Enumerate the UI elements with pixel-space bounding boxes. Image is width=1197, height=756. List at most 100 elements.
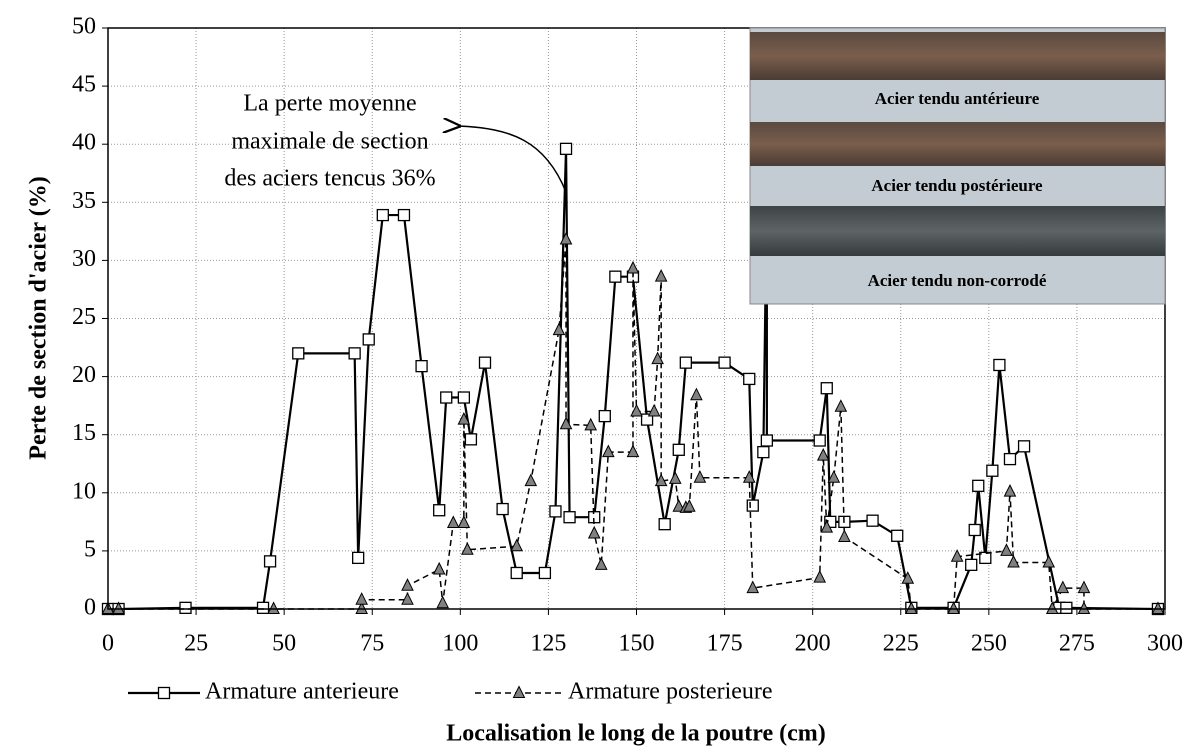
marker (415, 359, 428, 373)
marker (901, 571, 915, 584)
marker (559, 142, 573, 155)
marker (594, 557, 608, 570)
marker (672, 499, 686, 512)
marker (457, 515, 471, 529)
marker (446, 515, 460, 529)
marker (866, 514, 879, 527)
marker (464, 433, 478, 446)
marker (267, 601, 280, 614)
x-tick-label: 175 (707, 631, 743, 657)
marker (461, 542, 474, 555)
marker (584, 417, 598, 431)
annotation: La perte moyenne (243, 91, 416, 117)
marker (1042, 554, 1056, 568)
x-tick-label: 0 (102, 631, 114, 657)
x-tick-label: 150 (619, 631, 655, 657)
marker (510, 566, 523, 580)
y-tick-label: 35 (72, 188, 96, 214)
marker (436, 595, 450, 609)
y-tick-label: 45 (72, 72, 96, 98)
marker (746, 499, 759, 512)
marker (1007, 554, 1020, 568)
marker (757, 445, 770, 459)
marker (679, 356, 692, 369)
x-tick-label: 25 (184, 631, 208, 657)
marker (362, 333, 375, 346)
marker (112, 601, 125, 614)
legend-label: Armature posterieure (568, 679, 773, 705)
marker (524, 473, 538, 487)
marker (813, 434, 826, 447)
marker (1151, 601, 1165, 614)
marker (538, 566, 552, 580)
plot-frame (107, 27, 1166, 610)
marker (626, 260, 640, 274)
x-tick-label: 300 (1147, 631, 1183, 657)
marker (1003, 484, 1017, 497)
legend-marker (157, 686, 171, 700)
marker (433, 504, 446, 517)
y-tick-label: 20 (72, 362, 96, 388)
annotation-arrow (458, 126, 567, 193)
y-tick-label: 10 (72, 478, 96, 504)
marker (1045, 601, 1059, 614)
y-tick-label: 15 (72, 420, 96, 446)
y-tick-label: 25 (72, 304, 96, 330)
marker (746, 580, 760, 594)
marker (355, 592, 368, 605)
marker (401, 578, 414, 591)
marker (256, 601, 270, 614)
legend-label: Armature anterieure (205, 679, 399, 705)
marker (891, 529, 904, 542)
x-tick-label: 100 (442, 631, 478, 657)
marker (672, 443, 685, 456)
marker (668, 471, 682, 484)
marker (986, 464, 999, 477)
marker (834, 399, 848, 412)
marker (690, 387, 703, 401)
marker (1077, 580, 1091, 594)
inset-label: Acier tendu postérieure (871, 176, 1043, 195)
y-tick-label: 40 (72, 130, 96, 156)
marker (827, 470, 841, 483)
plot (101, 142, 1165, 616)
marker (1000, 543, 1013, 556)
marker (602, 444, 615, 458)
marker (979, 551, 992, 565)
inset-label: Acier tendu non-corrodé (868, 271, 1047, 290)
marker (820, 382, 833, 395)
x-tick-label: 75 (360, 631, 384, 657)
annotation: des aciers tencus 36% (224, 166, 435, 192)
marker (510, 538, 524, 552)
marker (401, 592, 414, 605)
inset-photo: Acier tendu antérieure Acier tendu posté… (749, 27, 1166, 305)
x-tick-label: 250 (971, 631, 1007, 657)
marker (440, 391, 453, 404)
marker (549, 505, 562, 518)
marker (457, 411, 471, 425)
marker (1077, 601, 1091, 614)
marker (355, 601, 368, 614)
marker (478, 356, 492, 369)
marker (1017, 440, 1031, 453)
marker (559, 231, 573, 245)
marker (947, 601, 960, 614)
y-axis-title: Perte de section d'acier (%) (26, 176, 52, 459)
marker (693, 470, 707, 483)
marker (651, 351, 664, 365)
x-tick-label: 225 (883, 631, 919, 657)
x-tick-label: 50 (272, 631, 296, 657)
marker (718, 356, 731, 369)
marker (968, 523, 981, 537)
marker (647, 403, 661, 417)
marker (950, 549, 964, 562)
marker (1060, 601, 1073, 614)
marker (552, 322, 566, 336)
marker (587, 525, 601, 539)
x-tick-label: 125 (530, 631, 566, 657)
marker (496, 502, 509, 516)
marker (965, 558, 978, 571)
marker (993, 358, 1006, 372)
marker (376, 208, 389, 222)
